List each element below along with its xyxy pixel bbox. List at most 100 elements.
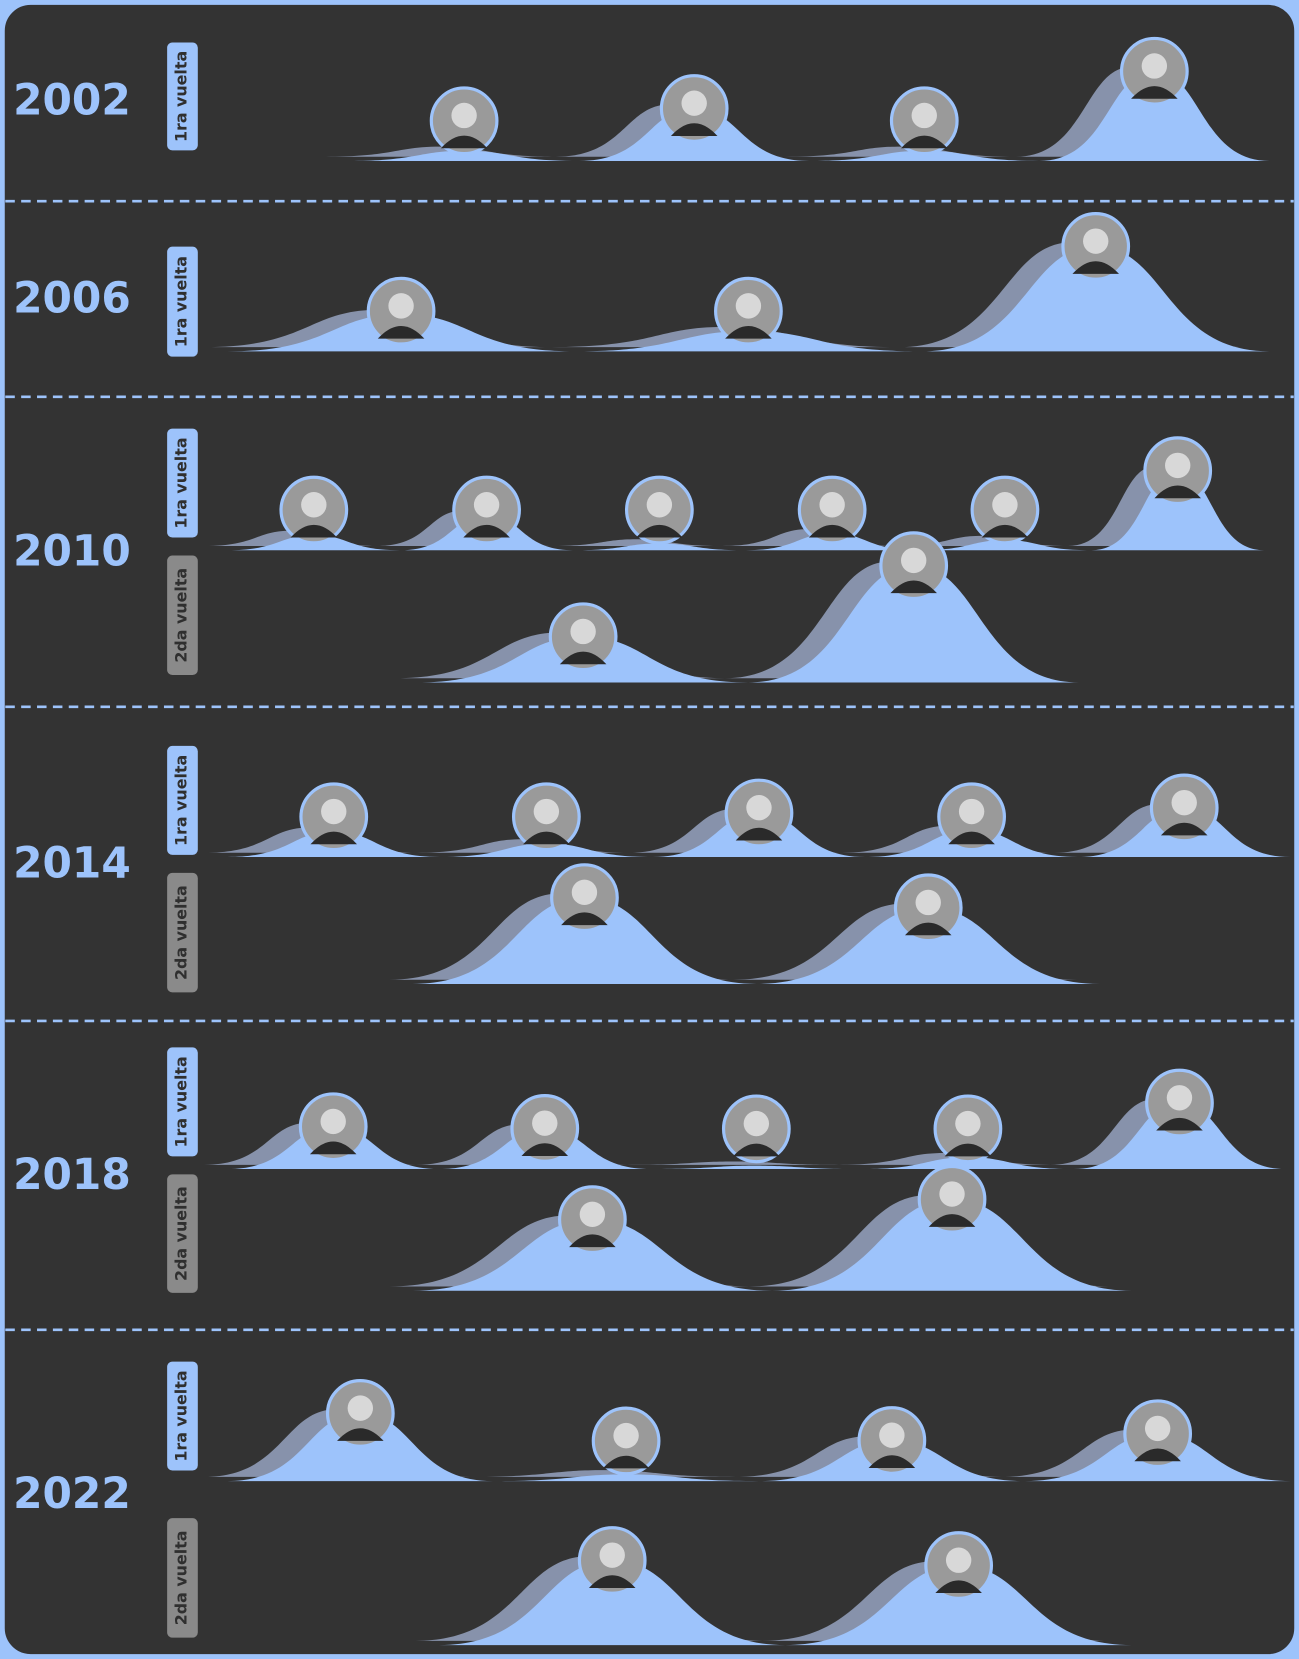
photo-head: [579, 1201, 606, 1228]
photo-head: [743, 1110, 770, 1137]
photo-head: [939, 1181, 965, 1207]
photo-head: [1166, 1085, 1193, 1111]
year-label: 2022: [13, 1469, 131, 1518]
hill: [349, 150, 580, 161]
photo-body: [588, 1575, 636, 1588]
hill: [1091, 470, 1265, 551]
photo-head: [1171, 789, 1197, 816]
photo-body: [1134, 1448, 1181, 1462]
hill: [772, 1199, 1132, 1291]
photo-body: [377, 325, 425, 339]
photo-body: [808, 524, 856, 538]
round-badge: [167, 42, 198, 151]
photo-body: [523, 831, 570, 845]
photo-body: [521, 1143, 569, 1156]
photo-head: [900, 547, 927, 574]
photo-body: [1156, 1117, 1203, 1131]
photo-head: [879, 1422, 905, 1448]
photo-body: [725, 325, 772, 339]
round-label: 1ra vuelta: [171, 755, 190, 846]
photo-head: [571, 879, 598, 906]
hill: [412, 1219, 773, 1291]
photo-body: [1072, 261, 1119, 274]
photo-head: [992, 492, 1018, 518]
photo-head: [599, 1542, 625, 1568]
hill: [922, 246, 1270, 352]
year-label: 2006: [13, 274, 131, 323]
photo-head: [955, 1110, 981, 1137]
round-badge: [167, 428, 198, 538]
photo-body: [1160, 822, 1208, 836]
photo-body: [868, 1455, 916, 1468]
hill: [572, 543, 746, 551]
round-label: 1ra vuelta: [171, 1056, 190, 1147]
photo-head: [320, 1108, 346, 1135]
round-badge: [167, 1518, 198, 1638]
round-label: 1ra vuelta: [171, 437, 190, 528]
photo-head: [388, 293, 414, 319]
photo-head: [473, 492, 500, 518]
year-label: 2002: [13, 75, 131, 124]
photo-body: [890, 580, 937, 594]
photo-head: [1144, 1415, 1171, 1442]
photo-head: [1083, 228, 1109, 254]
photo-head: [958, 798, 985, 825]
photo-head: [945, 1547, 972, 1573]
photo-body: [559, 651, 607, 665]
hill: [785, 1565, 1132, 1646]
photo-head: [746, 795, 772, 821]
photo-body: [1131, 86, 1178, 99]
photo-body: [928, 1214, 976, 1227]
photo-head: [646, 492, 673, 518]
photo-body: [337, 1428, 384, 1441]
hill: [412, 897, 757, 984]
round-label: 2da vuelta: [171, 885, 190, 980]
hill-shadow: [627, 1161, 839, 1165]
round-badge: [167, 246, 198, 357]
photo-body: [463, 524, 510, 538]
photo-body: [569, 1234, 616, 1248]
photo-head: [915, 889, 941, 916]
hill-shadow: [469, 1470, 736, 1477]
photo-head: [301, 492, 327, 518]
year-label: 2018: [13, 1150, 131, 1199]
photo-head: [347, 1395, 374, 1421]
hill: [1039, 71, 1270, 161]
photo-head: [321, 798, 347, 825]
round-label: 2da vuelta: [171, 568, 190, 663]
photo-body: [310, 831, 358, 845]
photo-body: [602, 1455, 650, 1469]
hill: [493, 1474, 759, 1482]
round-label: 1ra vuelta: [171, 256, 190, 347]
round-badge: [167, 1174, 198, 1293]
hill: [748, 565, 1079, 683]
hill: [650, 1165, 863, 1170]
photo-body: [1154, 485, 1201, 499]
hill: [438, 1560, 786, 1646]
year-label: 2010: [13, 526, 131, 575]
photo-head: [532, 1110, 558, 1136]
photo-head: [681, 90, 707, 116]
photo-body: [290, 524, 338, 538]
photo-head: [533, 798, 560, 825]
photo-body: [636, 524, 683, 538]
round-badge: [167, 745, 198, 855]
photo-body: [440, 135, 488, 149]
photo-body: [561, 912, 608, 926]
photo-body: [948, 831, 995, 845]
photo-body: [904, 922, 952, 936]
hill-shadow: [549, 539, 723, 547]
round-label: 2da vuelta: [171, 1186, 190, 1281]
photo-body: [900, 135, 948, 149]
round-badge: [167, 1047, 198, 1157]
photo-head: [613, 1422, 639, 1449]
hill: [756, 907, 1101, 984]
round-badge: [167, 555, 198, 676]
hill: [918, 540, 1092, 551]
year-label: 2014: [13, 838, 131, 887]
round-label: 2da vuelta: [171, 1531, 190, 1626]
photo-body: [935, 1580, 982, 1594]
photo-body: [309, 1141, 357, 1155]
photo-body: [981, 524, 1029, 538]
